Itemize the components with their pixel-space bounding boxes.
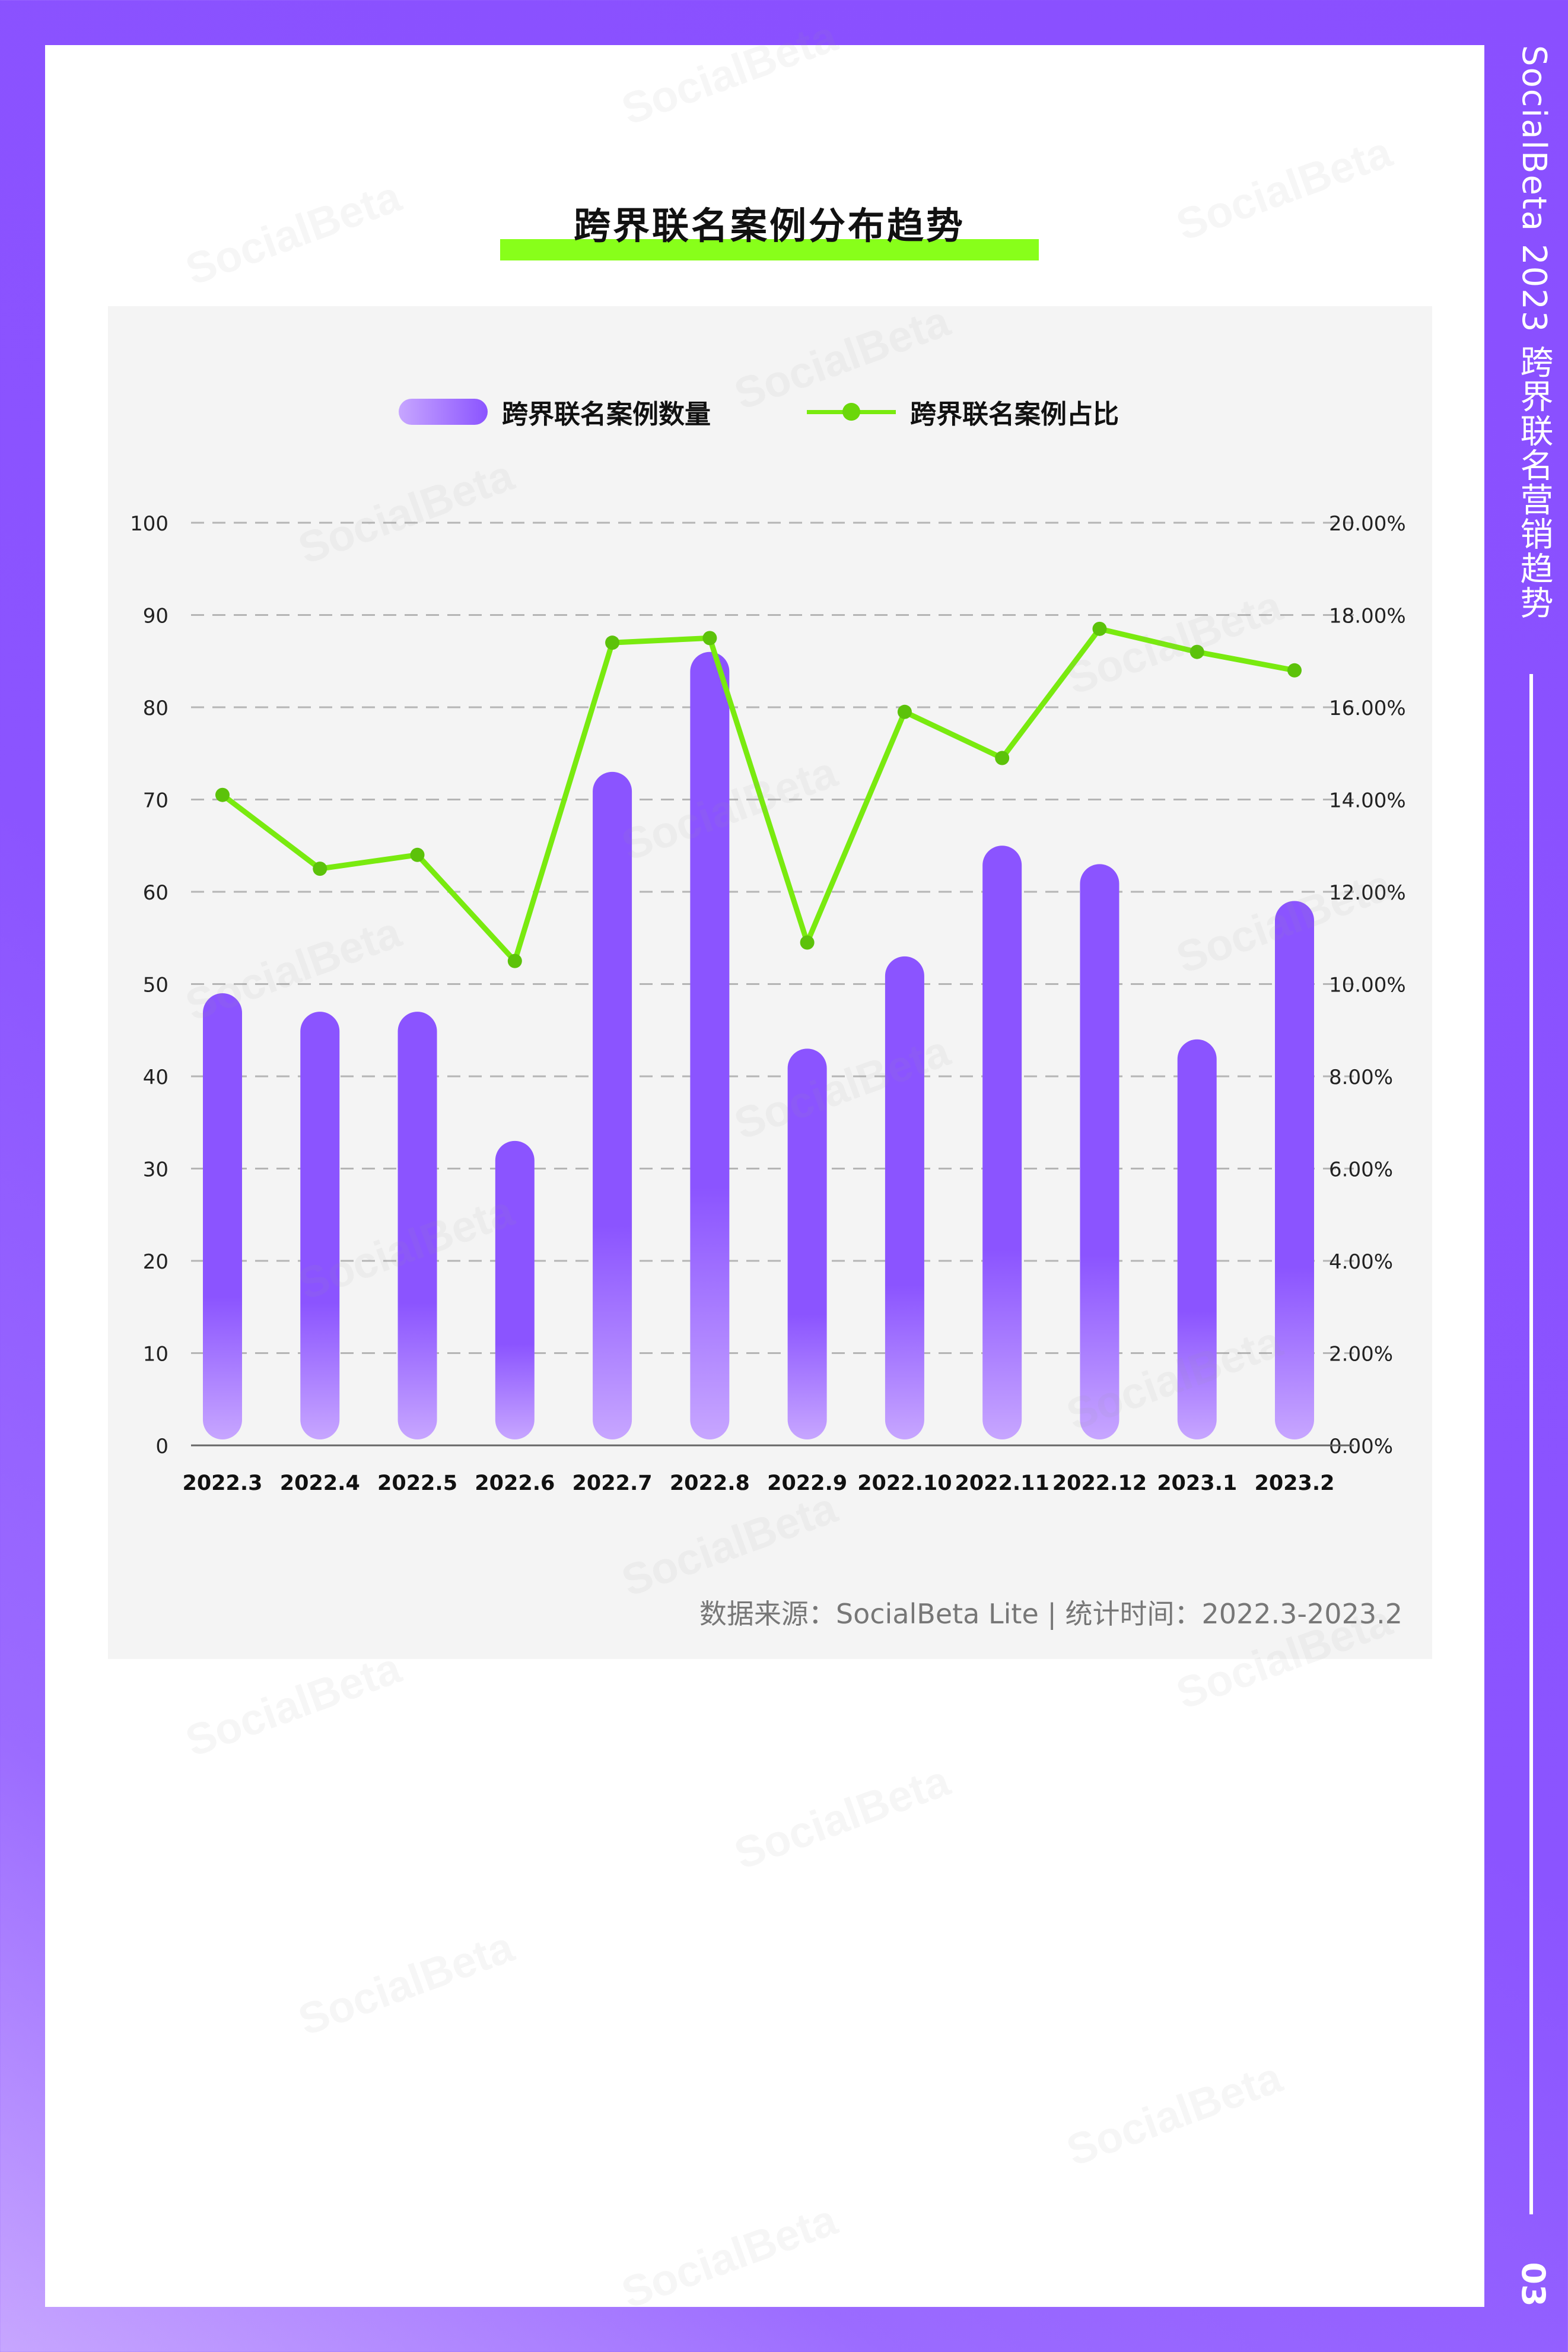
share-point-2022.8 bbox=[702, 631, 717, 646]
source-note: 数据来源：SocialBeta Lite | 统计时间：2022.3-2023.… bbox=[699, 1598, 1402, 1630]
chart-title: 跨界联名案例分布趋势 bbox=[573, 204, 965, 247]
legend-label-count: 跨界联名案例数量 bbox=[502, 399, 711, 430]
share-line bbox=[220, 626, 1297, 964]
x-tick-label: 2022.3 bbox=[182, 1471, 262, 1495]
x-tick-label: 2023.1 bbox=[1157, 1471, 1237, 1495]
bar-2022.4 bbox=[300, 1012, 340, 1439]
x-tick-label: 2022.5 bbox=[377, 1471, 457, 1495]
x-tick-label: 2023.2 bbox=[1254, 1471, 1334, 1495]
y-right-tick-label: 10.00% bbox=[1329, 974, 1406, 997]
share-point-2022.7 bbox=[605, 635, 620, 650]
share-point-2022.12 bbox=[1092, 621, 1107, 636]
y-left-tick-label: 60 bbox=[143, 881, 168, 905]
y-right-tick-label: 18.00% bbox=[1329, 605, 1406, 628]
y-left-tick-label: 80 bbox=[143, 697, 168, 720]
bar-2022.5 bbox=[397, 1012, 437, 1439]
bar-2022.8 bbox=[690, 651, 730, 1439]
bar-2022.12 bbox=[1080, 864, 1119, 1439]
y-right-tick-label: 20.00% bbox=[1329, 512, 1406, 536]
y-right-tick-label: 2.00% bbox=[1329, 1343, 1393, 1366]
chart-title-block: 跨界联名案例分布趋势 bbox=[500, 196, 1039, 263]
y-left-tick-label: 90 bbox=[143, 605, 168, 628]
legend-bar-swatch bbox=[399, 399, 488, 425]
share-point-2022.4 bbox=[313, 862, 327, 876]
y-left-tick-label: 10 bbox=[143, 1343, 168, 1366]
x-tick-label: 2022.7 bbox=[573, 1471, 653, 1495]
page-number: 03 bbox=[1515, 2262, 1553, 2307]
bar-2022.9 bbox=[787, 1048, 827, 1439]
title-highlight-bar bbox=[500, 239, 1039, 260]
share-point-2022.3 bbox=[215, 787, 230, 802]
share-point-2023.2 bbox=[1287, 663, 1302, 678]
combo-chart: 0 10 20 30 40 50 60 70 80 90 100 0.00% 2.00% 4.00% 6.0… bbox=[130, 512, 1406, 1495]
y-right-tick-label: 0.00% bbox=[1329, 1435, 1393, 1458]
share-point-2022.10 bbox=[897, 704, 912, 719]
bar-2023.2 bbox=[1275, 901, 1314, 1439]
y-right-tick-label: 8.00% bbox=[1329, 1066, 1393, 1089]
x-tick-label: 2022.12 bbox=[1052, 1471, 1147, 1495]
chart-panel: 跨界联名案例数量 跨界联名案例占比 0 10 20 30 40 50 60 70 80 90 100… bbox=[108, 306, 1432, 1659]
bar-2022.7 bbox=[593, 771, 632, 1439]
legend-item-share: 跨界联名案例占比 bbox=[807, 393, 1119, 431]
y-right-tick-label: 4.00% bbox=[1329, 1250, 1393, 1274]
y-left-tick-label: 50 bbox=[143, 974, 168, 997]
y-right-tick-label: 12.00% bbox=[1329, 881, 1406, 905]
y-right-tick-label: 14.00% bbox=[1329, 789, 1406, 813]
y-left-tick-label: 100 bbox=[130, 512, 168, 536]
x-tick-label: 2022.9 bbox=[767, 1471, 847, 1495]
bar-2022.6 bbox=[495, 1140, 535, 1439]
bar-2022.11 bbox=[982, 846, 1022, 1439]
y-left-tick-label: 0 bbox=[155, 1435, 168, 1458]
share-point-2022.11 bbox=[995, 751, 1010, 765]
share-point-2023.1 bbox=[1189, 644, 1204, 659]
legend-line-swatch bbox=[807, 399, 896, 425]
y-left-tick-label: 30 bbox=[143, 1158, 168, 1182]
y-right-tick-label: 16.00% bbox=[1329, 697, 1406, 720]
side-divider bbox=[1529, 674, 1533, 2214]
y-left-tick-label: 20 bbox=[143, 1250, 168, 1274]
bar-2023.1 bbox=[1177, 1039, 1217, 1439]
x-tick-label: 2022.4 bbox=[280, 1471, 360, 1495]
legend-label-share: 跨界联名案例占比 bbox=[910, 399, 1119, 430]
bar-2022.10 bbox=[885, 956, 924, 1439]
x-tick-label: 2022.6 bbox=[475, 1471, 555, 1495]
share-point-2022.9 bbox=[800, 935, 815, 950]
report-title-vertical: SocialBeta 2023 跨界联名营销趋势报告 bbox=[1443, 45, 1553, 621]
share-point-2022.5 bbox=[410, 847, 425, 862]
x-tick-label: 2022.11 bbox=[955, 1471, 1049, 1495]
bar-2022.3 bbox=[203, 993, 242, 1439]
x-tick-label: 2022.10 bbox=[857, 1471, 952, 1495]
y-left-tick-label: 70 bbox=[143, 789, 168, 813]
legend-item-count: 跨界联名案例数量 bbox=[399, 393, 711, 431]
y-right-tick-label: 6.00% bbox=[1329, 1158, 1393, 1182]
x-tick-label: 2022.8 bbox=[670, 1471, 750, 1495]
y-left-tick-label: 40 bbox=[143, 1066, 168, 1089]
share-point-2022.6 bbox=[507, 953, 522, 968]
